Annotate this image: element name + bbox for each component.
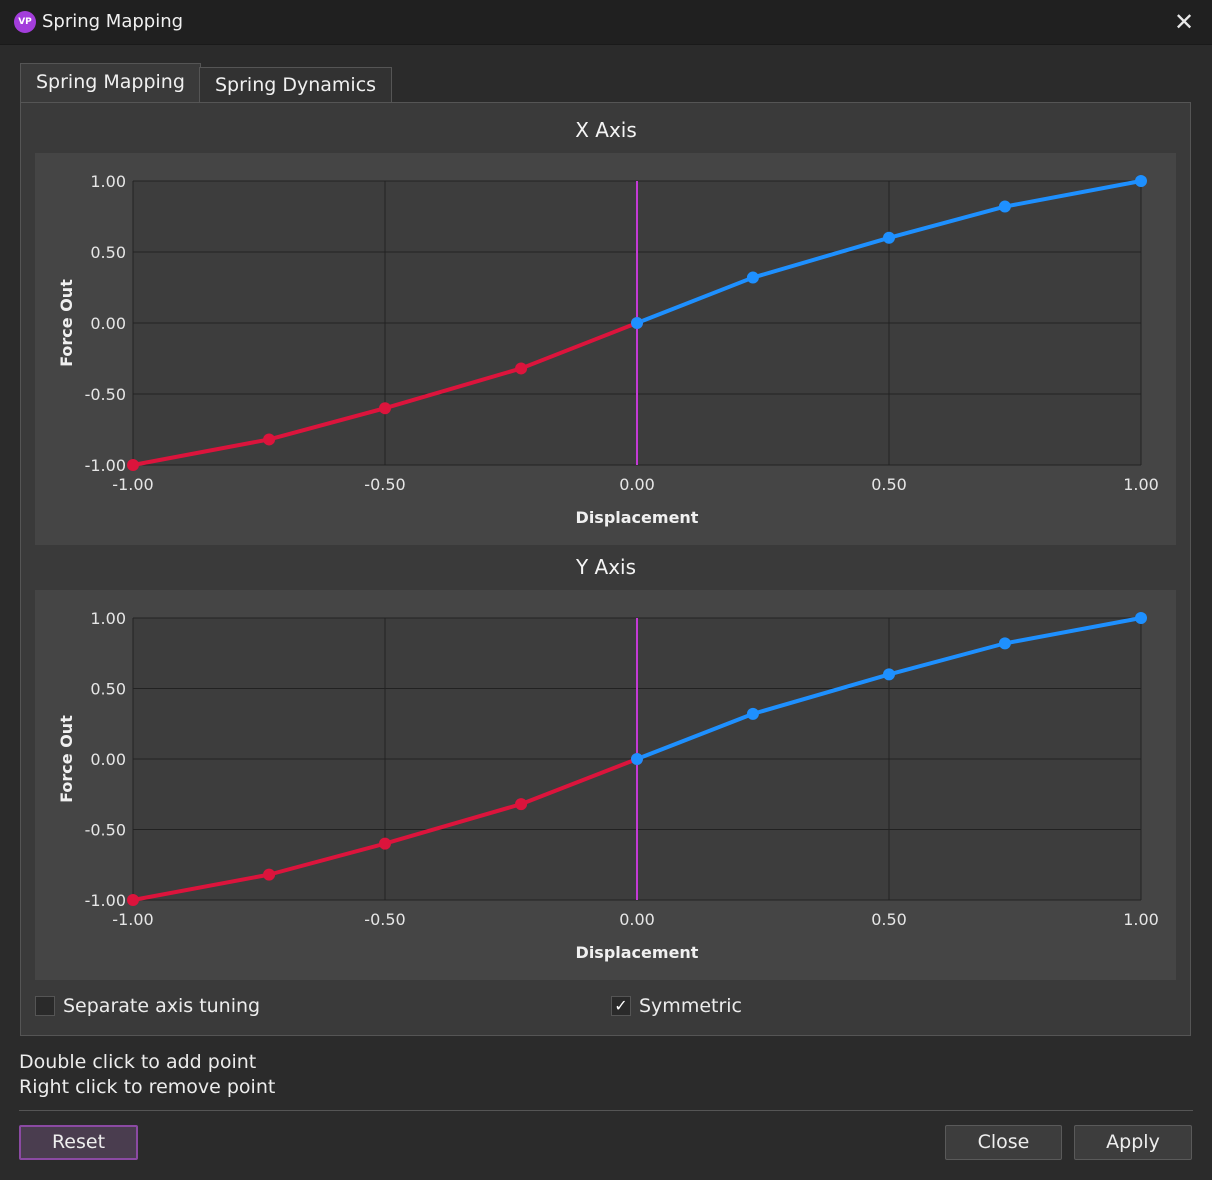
tab-spring-mapping[interactable]: Spring Mapping: [20, 63, 201, 104]
positive-control-point[interactable]: [1135, 612, 1147, 624]
positive-control-point[interactable]: [746, 271, 759, 284]
y-axis-label: Force Out: [57, 279, 76, 367]
x-tick-label: -0.50: [364, 910, 405, 929]
negative-control-point[interactable]: [127, 894, 139, 906]
positive-control-point[interactable]: [631, 317, 643, 329]
app-logo-icon: VP: [14, 11, 36, 33]
x-tick-label: -1.00: [112, 475, 153, 494]
x-tick-label: -0.50: [364, 475, 405, 494]
footer-divider: [19, 1110, 1193, 1111]
y-tick-label: 0.00: [90, 750, 126, 769]
y-tick-label: 0.50: [90, 680, 126, 699]
positive-control-point[interactable]: [883, 231, 895, 244]
close-window-icon[interactable]: ✕: [1173, 8, 1195, 36]
y-tick-label: -1.00: [85, 456, 126, 475]
negative-control-point[interactable]: [263, 433, 276, 446]
negative-control-point[interactable]: [263, 868, 276, 881]
y-tick-label: 1.00: [90, 172, 126, 191]
y-tick-label: 0.50: [90, 243, 126, 262]
x-tick-label: 0.00: [619, 910, 655, 929]
y-axis-chart-svg[interactable]: 1.00 0.50 0.00 -0.50 -1.00-1.00 -0.50 0.00 0.50…: [35, 590, 1176, 980]
negative-control-point[interactable]: [127, 459, 139, 471]
symmetric-checkbox[interactable]: ✓: [611, 996, 631, 1016]
apply-button[interactable]: Apply: [1074, 1125, 1192, 1160]
x-axis-chart[interactable]: 1.00 0.50 0.00 -0.50 -1.00 -1.00 -0.50 0.00 0.50…: [35, 153, 1176, 545]
x-tick-label: 1.00: [1123, 475, 1159, 494]
positive-control-point[interactable]: [1135, 175, 1147, 187]
negative-control-point[interactable]: [379, 402, 391, 415]
y-tick-label: -0.50: [85, 821, 126, 840]
x-tick-label: -1.00: [112, 910, 153, 929]
separate-axis-tuning-checkbox[interactable]: [35, 996, 55, 1016]
negative-control-point[interactable]: [515, 798, 528, 811]
negative-control-point[interactable]: [379, 837, 391, 850]
y-tick-label: -0.50: [85, 385, 126, 404]
symmetric-label: Symmetric: [639, 995, 742, 1017]
y-tick-label: 0.00: [90, 314, 126, 333]
y-tick-label: -1.00: [85, 891, 126, 910]
window-title: Spring Mapping: [42, 11, 184, 32]
close-button[interactable]: Close: [945, 1125, 1062, 1160]
x-tick-label: 0.00: [619, 475, 655, 494]
y-axis-chart-title: Y Axis: [575, 555, 637, 579]
y-axis-label: Force Out: [57, 715, 76, 803]
positive-control-point[interactable]: [998, 637, 1011, 650]
x-axis-chart-title: X Axis: [575, 118, 637, 142]
negative-control-point[interactable]: [515, 362, 528, 375]
title-bar: VP Spring Mapping ✕: [0, 0, 1212, 45]
reset-button[interactable]: Reset: [19, 1125, 138, 1160]
separate-axis-tuning-label: Separate axis tuning: [63, 995, 261, 1017]
hint-remove-point: Right click to remove point: [19, 1076, 276, 1098]
x-tick-label: 0.50: [871, 475, 907, 494]
x-axis-label: Displacement: [576, 508, 699, 527]
positive-control-point[interactable]: [631, 753, 643, 765]
x-tick-label: 1.00: [1123, 910, 1159, 929]
hint-add-point: Double click to add point: [19, 1051, 257, 1073]
positive-control-point[interactable]: [883, 668, 895, 681]
tab-spring-dynamics[interactable]: Spring Dynamics: [199, 67, 393, 102]
y-axis-chart[interactable]: 1.00 0.50 0.00 -0.50 -1.00 -1.00 -0.50 0.00 0.50…: [35, 590, 1176, 980]
x-axis-label: Displacement: [576, 943, 699, 962]
positive-control-point[interactable]: [746, 707, 759, 720]
y-tick-label: 1.00: [90, 609, 126, 628]
x-axis-chart-svg[interactable]: 1.00 0.50 0.00 -0.50 -1.00-1.00 -0.50 0.00 0.50…: [35, 153, 1176, 545]
positive-control-point[interactable]: [998, 200, 1011, 213]
x-tick-label: 0.50: [871, 910, 907, 929]
